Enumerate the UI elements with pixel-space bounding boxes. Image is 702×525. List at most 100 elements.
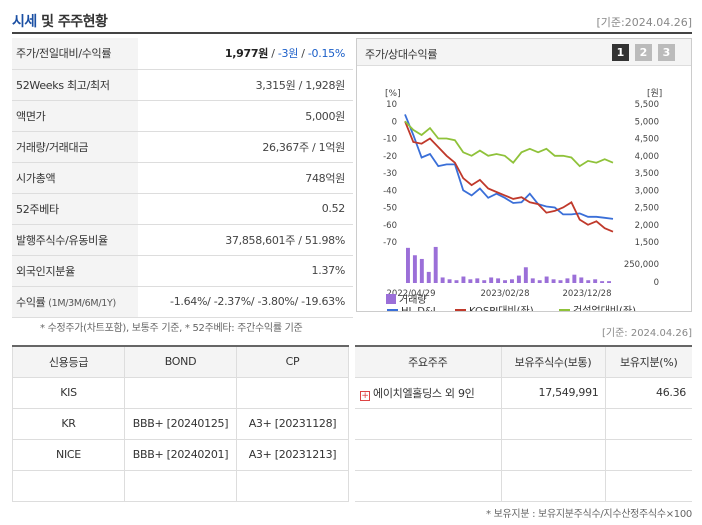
credit-agency: KIS (12, 376, 125, 409)
y-left-tick-label: -60 (383, 221, 397, 231)
holders-col-header: 주요주주 (355, 345, 501, 378)
legend-label: 건설업대비(좌) (573, 304, 636, 311)
volume-bar (468, 279, 473, 283)
y-right-tick-label: 5,000 (635, 117, 659, 127)
y-right-tick-label: 5,500 (635, 100, 659, 110)
chart-title: 주가/상대수익률 (365, 48, 438, 61)
y-right-tick-label: 4,000 (635, 152, 659, 162)
chart-page-2-button[interactable]: 2 (635, 44, 652, 61)
chart-page-3-button[interactable]: 3 (658, 44, 675, 61)
quote-value: 26,367주 / 1억원 (138, 131, 353, 163)
quote-value: 37,858,601주 / 51.98% (138, 224, 353, 256)
credit-cp (236, 469, 349, 502)
volume-bar (426, 271, 431, 283)
holders-col-header: 보유주식수(보통) (500, 345, 605, 378)
quote-label: 수익률 (1M/3M/6M/1Y) (12, 286, 138, 318)
y-right-tick-label: 1,500 (635, 238, 659, 248)
volume-bar (516, 275, 521, 283)
left-axis-unit: [%] (385, 89, 401, 99)
volume-bar (412, 255, 417, 283)
quote-label: 52Weeks 최고/최저 (12, 69, 138, 101)
series-line (404, 120, 614, 168)
quote-label: 거래량/거래대금 (12, 131, 138, 163)
holders-footnote: * 보유지분 : 보유지분주식수/지수산정주식수×100 (486, 509, 692, 520)
quote-label: 액면가 (12, 100, 138, 132)
credit-cp (236, 376, 349, 409)
volume-bar (530, 278, 535, 283)
x-tick-label: 2023/02/28 (481, 289, 530, 299)
credit-agency: NICE (12, 438, 125, 471)
credit-cp: A3+ [20231128] (236, 407, 349, 440)
volume-bar (510, 279, 514, 283)
legend-label: KOSPI대비(좌) (469, 305, 534, 311)
volume-bar (475, 278, 480, 283)
quote-table: 주가/전일대비/수익률 1,977원 / -3원 / -0.15% 52Week… (12, 38, 353, 318)
chart-page-1-button[interactable]: 1 (612, 44, 629, 61)
credit-bond: BBB+ [20240201] (124, 438, 237, 471)
volume-bar (558, 280, 563, 283)
holders-col-header: 보유지분(%) (604, 345, 692, 378)
quote-value: 1,977원 / -3원 / -0.15% (138, 38, 353, 70)
y-left-tick-label: -20 (383, 152, 397, 162)
quote-row: 외국인지분율 1.37% (12, 255, 353, 287)
volume-bar (419, 258, 424, 283)
quote-value: 5,000원 (138, 100, 353, 132)
quote-row: 거래량/거래대금 26,367주 / 1억원 (12, 131, 353, 163)
credit-bond (124, 376, 237, 409)
quote-label: 외국인지분율 (12, 255, 138, 287)
credit-agency (12, 469, 125, 502)
legend-label: HL D&I (401, 306, 436, 311)
volume-bar (461, 276, 466, 283)
volume-bar (551, 279, 556, 283)
volume-bar (600, 281, 605, 283)
quote-row: 시가총액 748억원 (12, 162, 353, 194)
x-tick-label: 2023/12/28 (563, 289, 612, 299)
credit-cp: A3+ [20231213] (236, 438, 349, 471)
chart-panel: 주가/상대수익률 1 2 3 [%] [원] 10 0 -10 -20 -30 -40 -50-… (356, 38, 692, 317)
table-row: KIS (12, 376, 349, 409)
quote-row: 52Weeks 최고/최저 3,315원 / 1,928원 (12, 69, 353, 101)
y-left-tick-label: -10 (383, 135, 397, 145)
volume-bar (496, 278, 501, 283)
y-left-tick-label: -30 (383, 169, 397, 179)
section-header: 시세 및 주주현황 [기준:2024.04.26] (12, 10, 692, 34)
quote-label: 52주베타 (12, 193, 138, 225)
series-line (404, 120, 614, 233)
y-right-tick-label: 2,500 (635, 204, 659, 214)
volume-bar (607, 281, 611, 283)
y-left-tick-label: -50 (383, 204, 397, 214)
volume-zero-label: 0 (654, 278, 659, 288)
table-row (355, 470, 692, 502)
credit-col-header: CP (236, 345, 349, 378)
volume-bar (406, 247, 410, 283)
quote-label: 발행주식수/유동비율 (12, 224, 138, 256)
holder-name[interactable]: + 에이치엘홀딩스 외 9인 (355, 377, 501, 409)
credit-bond: BBB+ [20240125] (124, 407, 237, 440)
volume-bar (586, 280, 591, 283)
legend-volume: 거래량 (386, 291, 427, 306)
credit-agency: KR (12, 407, 125, 440)
right-axis-unit: [원] (647, 88, 662, 99)
quote-row: 52주베타 0.52 (12, 193, 353, 225)
y-left-tick-label: 10 (386, 100, 397, 110)
credit-col-header: 신용등급 (12, 345, 125, 378)
base-date: [기준:2024.04.26] (596, 16, 692, 29)
table-row: NICE BBB+ [20240201] A3+ [20231213] (12, 438, 349, 471)
volume-bar (447, 279, 452, 283)
quote-footnote: * 수정주가(차트포함), 보통주 기준, * 52주베타: 주간수익률 기준 (40, 323, 303, 334)
quote-row: 주가/전일대비/수익률 1,977원 / -3원 / -0.15% (12, 38, 353, 70)
expand-plus-icon[interactable]: + (360, 390, 370, 401)
holder-shares: 17,549,991 (500, 377, 605, 409)
stock-chart: [%] [원] 10 0 -10 -20 -30 -40 -50 -60 -70 5,500 5,000… (383, 88, 662, 317)
quote-label: 주가/전일대비/수익률 (12, 38, 138, 70)
quote-row: 수익률 (1M/3M/6M/1Y) -1.64%/ -2.37%/ -3.80%… (12, 286, 353, 318)
legend-volume-swatch (386, 294, 396, 304)
y-left-tick-label: 0 (392, 117, 397, 127)
volume-bar (572, 274, 577, 283)
y-right-tick-label: 3,500 (635, 169, 659, 179)
volume-bar (503, 280, 507, 283)
volume-bar (454, 280, 459, 283)
volume-bar (489, 277, 494, 283)
volume-bar (565, 278, 570, 283)
table-row: + 에이치엘홀딩스 외 9인 17,549,991 46.36 (355, 377, 692, 409)
